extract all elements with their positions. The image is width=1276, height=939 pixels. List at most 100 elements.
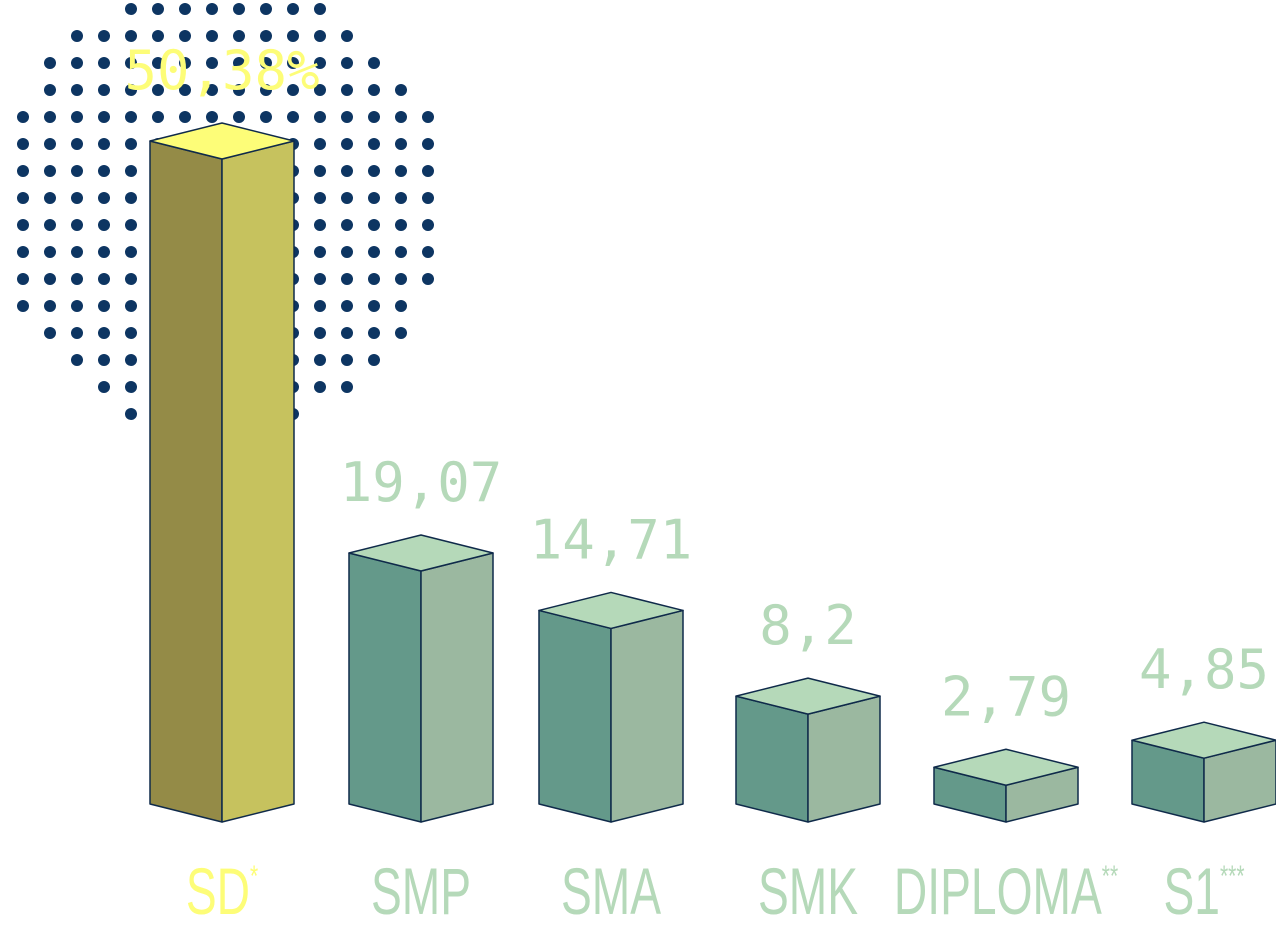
dot [368,327,380,339]
dot [125,246,137,258]
dot [233,3,245,15]
dot [125,300,137,312]
dot [422,273,434,285]
dot [368,138,380,150]
dot [206,30,218,42]
bar-sma [538,591,684,823]
dot [179,3,191,15]
bar-top-face [933,748,1079,787]
dot [125,3,137,15]
dot [125,381,137,393]
dot [314,219,326,231]
dot [125,30,137,42]
dot [395,219,407,231]
dot [71,246,83,258]
dot [395,246,407,258]
dot [395,273,407,285]
dot [71,273,83,285]
dot [341,381,353,393]
dot [71,219,83,231]
dot [44,327,56,339]
dot [260,84,272,96]
dot [341,300,353,312]
dot [98,327,110,339]
category-label: SMA [561,855,661,929]
dot [287,111,299,123]
dot [368,354,380,366]
dot [422,246,434,258]
dot [98,138,110,150]
category-label: S1*** [1163,855,1244,929]
dot [314,84,326,96]
dot [17,246,29,258]
value-label: 50,38% [124,39,319,102]
dot [341,111,353,123]
bar-left-face [348,552,422,823]
dot [287,3,299,15]
bar-left-face [149,140,223,823]
dot [17,111,29,123]
bars-group [149,122,1276,823]
dot [314,381,326,393]
dot [314,165,326,177]
dot [44,111,56,123]
bar-top-face [149,122,295,160]
dot [44,192,56,204]
dot [98,381,110,393]
dot [125,111,137,123]
dot [152,30,164,42]
dot [71,57,83,69]
bar-top-face [348,534,494,572]
dot [206,84,218,96]
dot [314,246,326,258]
value-label: 4,85 [1139,638,1269,701]
bar-right-face [420,552,494,823]
dot [287,30,299,42]
dot [422,138,434,150]
dot [125,327,137,339]
dot [368,273,380,285]
dot [341,138,353,150]
dot [179,111,191,123]
dot [395,165,407,177]
dot [125,192,137,204]
bar-diploma [933,748,1079,823]
category-label: SD* [186,855,258,929]
dot [422,111,434,123]
dot [287,84,299,96]
dot [341,273,353,285]
dot [233,111,245,123]
dot [125,354,137,366]
dot [314,192,326,204]
dot [71,192,83,204]
dot [125,219,137,231]
dot [17,165,29,177]
dot [314,273,326,285]
dot [314,138,326,150]
dot [314,57,326,69]
dot [395,111,407,123]
dot [98,84,110,96]
dot [368,246,380,258]
dot [152,3,164,15]
dot [152,111,164,123]
dot [44,57,56,69]
dot [98,273,110,285]
bar-right-face [807,695,881,823]
dot [44,273,56,285]
dot [314,354,326,366]
dot [152,84,164,96]
dot [206,3,218,15]
dot [98,246,110,258]
value-label: 19,07 [340,451,503,514]
dot [341,246,353,258]
dot [233,30,245,42]
dot [98,30,110,42]
dot [341,219,353,231]
category-label: DIPLOMA** [894,855,1118,929]
dot [422,165,434,177]
category-label: SMP [371,855,471,929]
dot [233,84,245,96]
dot [368,57,380,69]
dot [395,300,407,312]
